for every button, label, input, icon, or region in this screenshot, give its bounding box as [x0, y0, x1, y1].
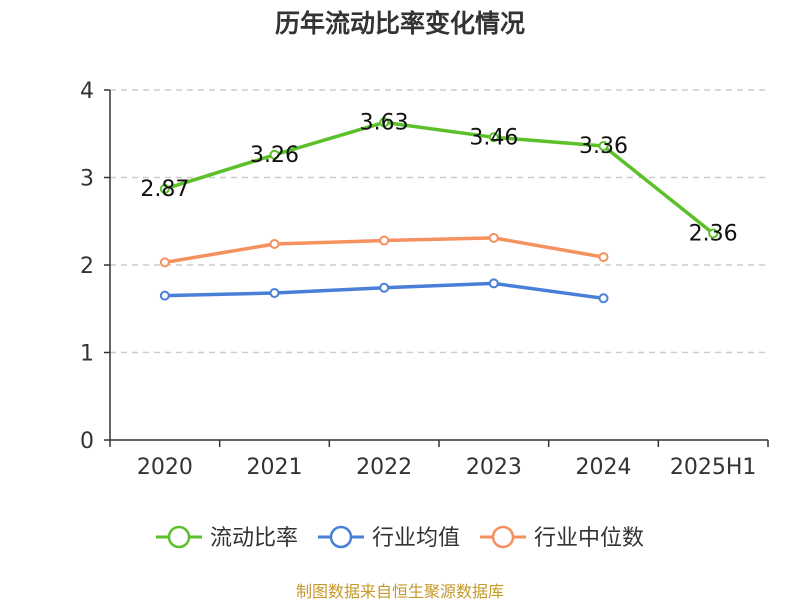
data-point	[598, 252, 609, 263]
y-tick-label: 2	[80, 254, 94, 279]
data-label: 2.87	[140, 177, 189, 202]
data-point	[379, 282, 390, 293]
x-tick-label: 2024	[576, 455, 632, 480]
legend-circle-marker	[329, 525, 353, 549]
legend-circle-marker	[167, 525, 191, 549]
data-point	[598, 293, 609, 304]
y-tick-label: 0	[80, 429, 94, 454]
x-tick-label: 2022	[356, 455, 412, 480]
chart-title: 历年流动比率变化情况	[274, 9, 525, 38]
x-tick-label: 2023	[466, 455, 522, 480]
y-tick-label: 4	[80, 79, 94, 104]
data-label: 3.46	[469, 125, 518, 150]
axes: 0 1 2 3 4 2020 2021 2022 2023 2024 2025H1	[80, 79, 769, 480]
data-source-note: 制图数据来自恒生聚源数据库	[295, 582, 504, 601]
series-line	[163, 120, 715, 236]
legend-circle-marker	[491, 525, 515, 549]
data-point	[488, 132, 499, 143]
legend[interactable]: 流动比率 行业均值 行业中位数	[156, 525, 644, 551]
data-labels: 2.87 3.26 3.63 3.46 3.36 2.36	[140, 110, 737, 246]
data-point	[379, 235, 390, 246]
data-label: 2.36	[689, 222, 738, 247]
series-lines	[159, 117, 719, 304]
x-tick-label: 2021	[247, 455, 303, 480]
legend-label: 行业均值	[372, 526, 460, 551]
y-tick-label: 3	[80, 167, 94, 192]
legend-item[interactable]: 流动比率	[156, 525, 298, 551]
data-point	[159, 257, 170, 268]
data-point	[598, 141, 609, 151]
legend-label: 流动比率	[210, 526, 298, 551]
data-point	[269, 149, 280, 160]
data-label: 3.26	[250, 143, 299, 168]
legend-item[interactable]: 行业均值	[318, 525, 460, 551]
data-point	[708, 228, 719, 239]
legend-item[interactable]: 行业中位数	[480, 525, 644, 551]
data-point	[269, 288, 280, 298]
data-point	[488, 278, 499, 289]
data-point	[159, 290, 170, 301]
data-point	[269, 239, 280, 249]
data-point	[488, 232, 499, 243]
data-label: 3.63	[360, 110, 409, 135]
data-point	[159, 183, 170, 194]
legend-label: 行业中位数	[534, 526, 644, 551]
y-tick-label: 1	[80, 342, 94, 367]
data-label: 3.36	[579, 134, 628, 159]
x-tick-label: 2020	[137, 455, 193, 480]
data-point	[379, 117, 390, 128]
x-tick-label: 2025H1	[670, 455, 757, 480]
